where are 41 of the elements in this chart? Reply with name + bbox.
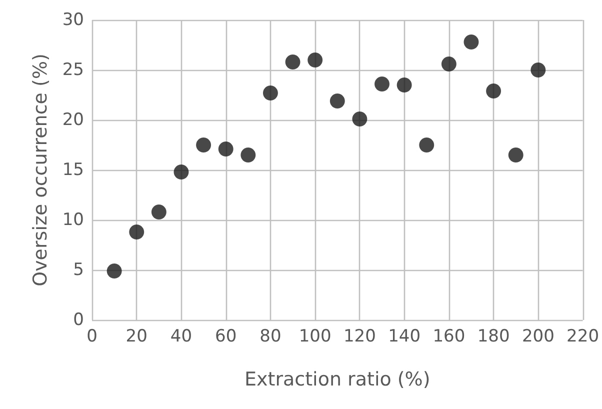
y-tick-label: 20 xyxy=(62,110,84,130)
point xyxy=(464,34,479,50)
point xyxy=(285,54,300,70)
x-tick-label: 60 xyxy=(215,326,237,346)
x-tick-label: 160 xyxy=(432,326,466,346)
point xyxy=(308,52,323,68)
point xyxy=(174,164,189,180)
y-tick-label: 10 xyxy=(62,210,84,230)
point xyxy=(218,142,234,156)
point xyxy=(129,224,144,240)
x-tick-label: 140 xyxy=(388,326,421,346)
point xyxy=(441,56,456,72)
x-tick-label: 20 xyxy=(126,326,148,346)
point xyxy=(352,112,368,126)
x-axis-title: Extraction ratio (%) xyxy=(244,368,430,390)
x-tick-label: 40 xyxy=(170,326,192,346)
point xyxy=(151,204,166,220)
x-tick-label: 220 xyxy=(566,326,600,346)
point xyxy=(508,148,524,162)
x-tick-label: 120 xyxy=(343,326,376,346)
y-tick-label: 30 xyxy=(62,10,84,30)
point xyxy=(196,138,212,152)
x-tick-label: 100 xyxy=(298,326,332,346)
x-tick-label: 80 xyxy=(260,326,282,346)
point xyxy=(330,94,345,108)
point xyxy=(530,62,546,78)
point xyxy=(486,84,502,98)
y-tick-label: 15 xyxy=(62,160,84,180)
point xyxy=(106,264,122,278)
point xyxy=(396,78,412,92)
point xyxy=(262,86,278,100)
x-tick-label: 0 xyxy=(86,326,98,346)
y-tick-label: 0 xyxy=(73,310,84,330)
x-tick-label: 180 xyxy=(477,326,510,346)
y-tick-label: 5 xyxy=(73,260,84,280)
y-axis-title: Oversize occurrence (%) xyxy=(30,54,52,286)
point xyxy=(240,148,256,162)
x-tick-label: 200 xyxy=(522,326,554,346)
point xyxy=(374,76,390,92)
y-tick-label: 25 xyxy=(62,60,84,80)
point xyxy=(419,138,434,152)
